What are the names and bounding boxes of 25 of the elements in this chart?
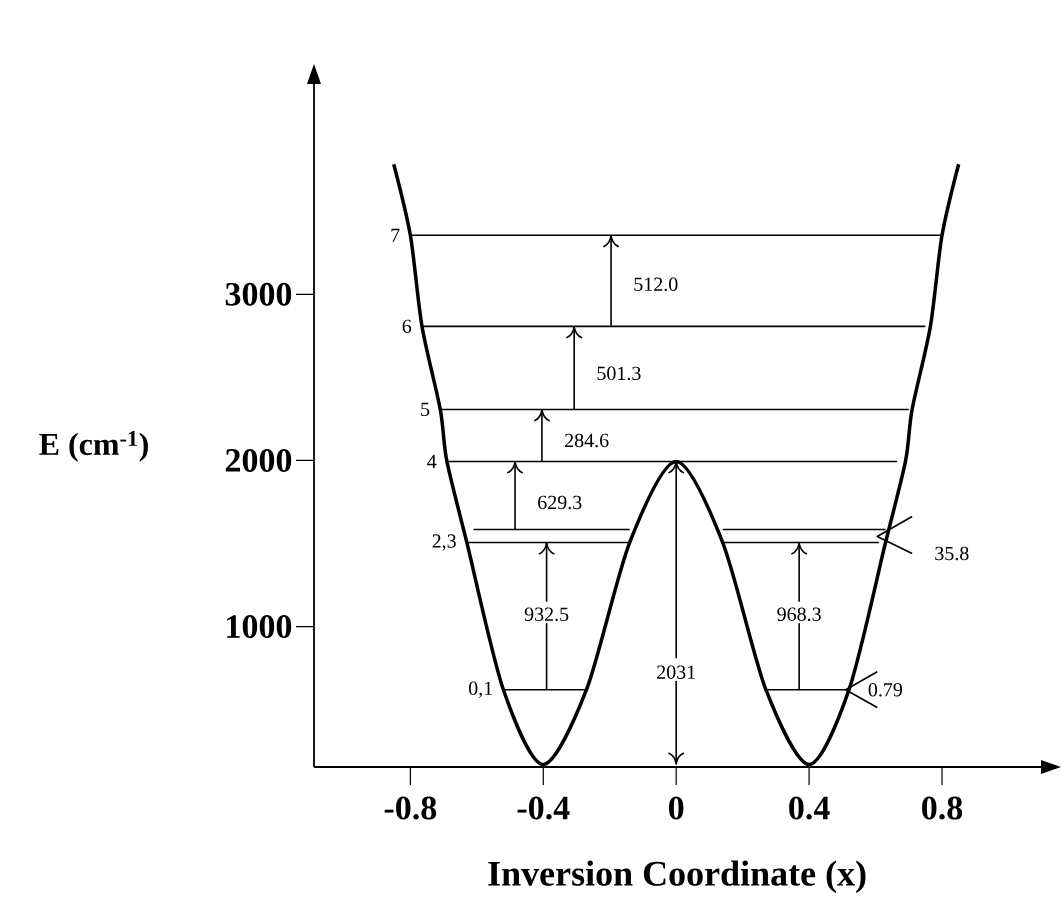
y-axis-title: E (cm$^{-1}$) — [39, 431, 148, 462]
annotation: 932.5 — [524, 607, 569, 622]
annotation: 2,3 — [432, 534, 456, 551]
annotation: 5 — [421, 402, 430, 417]
annotation: 7 — [391, 228, 400, 242]
y-tick-label: 1000 — [227, 615, 292, 639]
annotation: 501.3 — [597, 366, 641, 381]
annotation: 968.3 — [777, 607, 821, 622]
y-tick-label: 2000 — [225, 448, 292, 472]
x-tick-label: 0.8 — [922, 796, 963, 820]
annotation: 284.6 — [565, 433, 609, 448]
annotation: 0,1 — [468, 681, 492, 698]
x-tick-label: -0.8 — [384, 796, 437, 820]
annotation: 4 — [427, 454, 437, 469]
annotation: 629.3 — [538, 495, 582, 510]
x-axis-title: Inversion Coordinate (x) — [488, 860, 866, 894]
x-tick-label: -0.4 — [517, 796, 570, 820]
x-tick-label: 0 — [668, 796, 684, 820]
annotation: 0.79 — [868, 682, 903, 697]
annotation: 512.0 — [634, 277, 678, 292]
annotation: 35.8 — [935, 546, 969, 561]
annotation: 6 — [402, 319, 412, 334]
y-tick-label: 3000 — [225, 282, 292, 306]
x-tick-label: 0.4 — [789, 796, 830, 820]
annotation: 2031 — [657, 665, 695, 679]
